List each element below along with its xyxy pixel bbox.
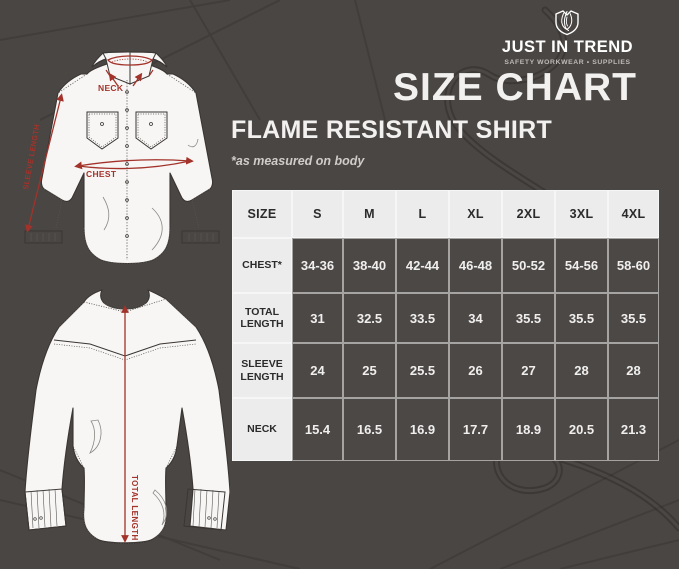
svg-text:TOTAL LENGTH: TOTAL LENGTH xyxy=(130,475,139,541)
